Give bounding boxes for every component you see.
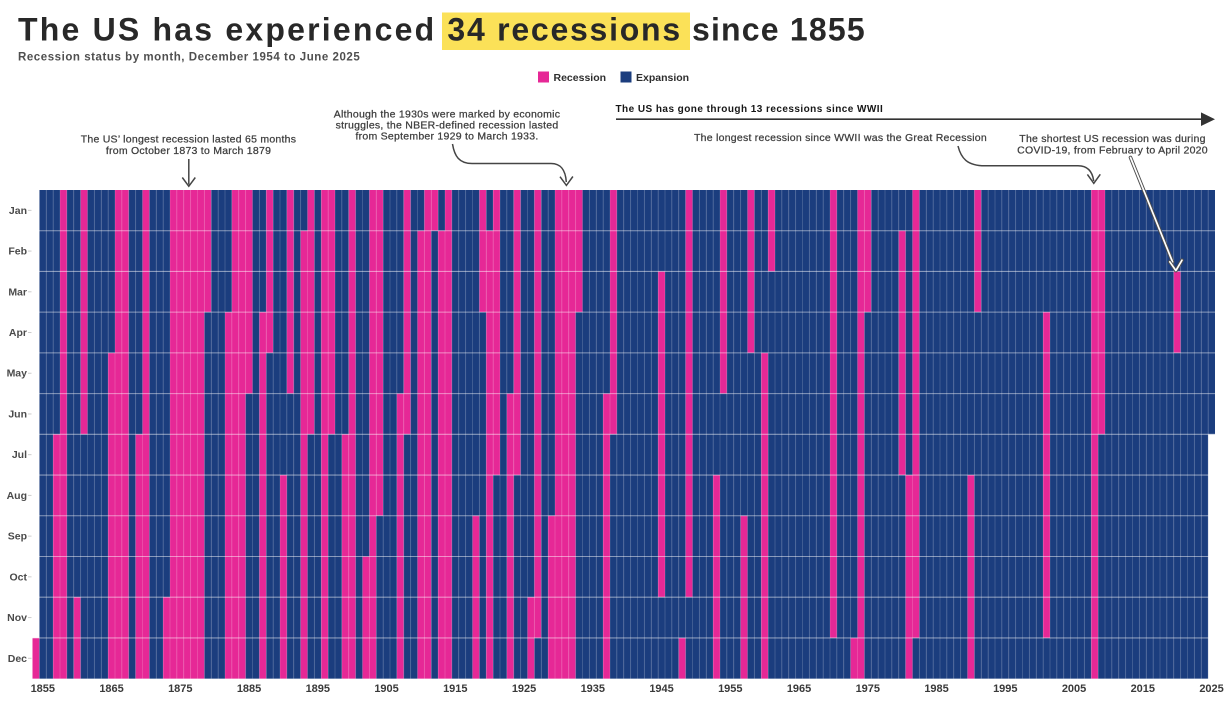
svg-text:1935: 1935 [581,683,605,695]
svg-text:2005: 2005 [1062,683,1086,695]
svg-text:1855: 1855 [31,683,55,695]
svg-text:Mar: Mar [8,286,27,298]
svg-text:1985: 1985 [924,683,948,695]
svg-text:May: May [7,368,28,380]
svg-text:1965: 1965 [787,683,811,695]
svg-text:Oct: Oct [9,571,27,583]
svg-text:The US has experienced 34 rece: The US has experienced 34 recessions sin… [18,12,866,48]
svg-text:The shortest US recession was: The shortest US recession was during [1019,133,1205,145]
svg-text:1995: 1995 [993,683,1017,695]
svg-text:The longest recession since WW: The longest recession since WWII was the… [694,132,987,144]
svg-text:Although the 1930s were marked: Although the 1930s were marked by econom… [334,109,560,121]
svg-text:struggles, the NBER-defined re: struggles, the NBER-defined recession la… [336,120,559,132]
svg-text:Jun: Jun [8,408,27,420]
svg-text:from October 1873 to March 187: from October 1873 to March 1879 [106,145,271,157]
svg-text:Apr: Apr [9,327,27,339]
svg-text:1955: 1955 [718,683,742,695]
svg-text:1925: 1925 [512,683,536,695]
svg-text:Recession: Recession [554,72,607,84]
svg-text:Feb: Feb [8,246,27,258]
svg-text:Jan: Jan [9,205,27,217]
svg-text:Recession status by month, Dec: Recession status by month, December 1954… [18,52,360,64]
svg-text:1865: 1865 [99,683,123,695]
svg-text:2025: 2025 [1199,683,1223,695]
svg-text:2015: 2015 [1131,683,1155,695]
svg-text:Aug: Aug [7,490,27,502]
svg-text:Jul: Jul [12,449,27,461]
svg-text:1915: 1915 [443,683,467,695]
svg-text:Sep: Sep [8,531,27,543]
svg-text:1975: 1975 [856,683,880,695]
svg-text:The US’ longest recession last: The US’ longest recession lasted 65 mont… [81,134,297,146]
svg-text:1875: 1875 [168,683,192,695]
svg-text:from September 1929 to March 1: from September 1929 to March 1933. [355,131,538,143]
svg-text:Expansion: Expansion [636,72,689,84]
svg-text:1885: 1885 [237,683,261,695]
svg-text:Dec: Dec [8,653,27,665]
svg-text:1905: 1905 [374,683,398,695]
svg-text:The US has gone through 13 rec: The US has gone through 13 recessions si… [616,104,884,115]
svg-text:COVID-19, from February to Apr: COVID-19, from February to April 2020 [1017,145,1208,157]
svg-text:1945: 1945 [649,683,673,695]
svg-text:1895: 1895 [306,683,330,695]
svg-text:Nov: Nov [7,612,27,624]
